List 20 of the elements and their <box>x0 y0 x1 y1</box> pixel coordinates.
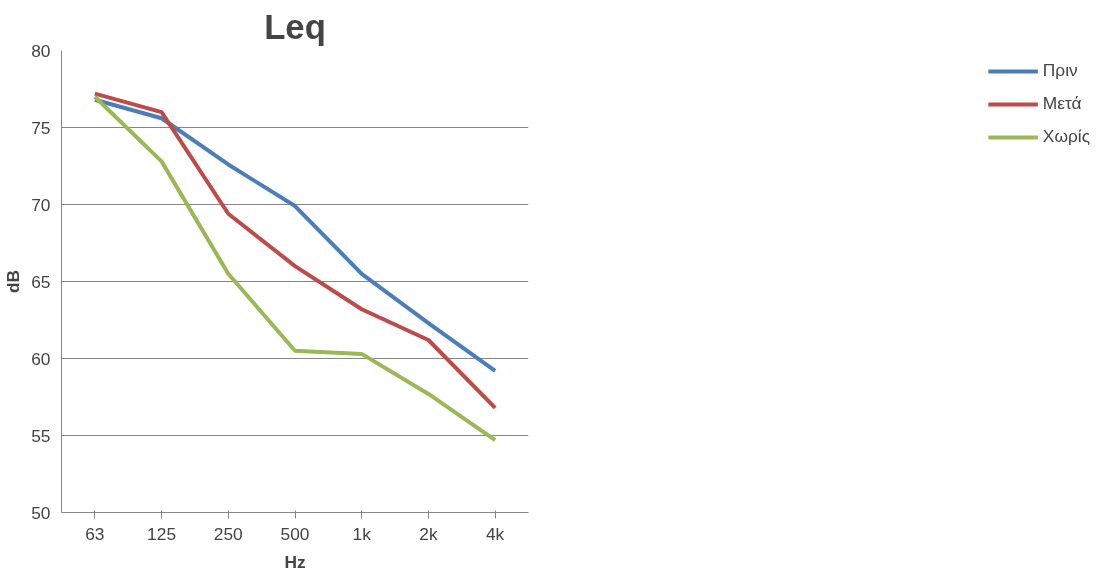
x-tick-label: 250 <box>213 523 243 544</box>
x-tick-label: 63 <box>85 523 105 544</box>
y-tick-label: 65 <box>31 271 51 292</box>
y-tick-label: 75 <box>31 117 51 138</box>
y-tick-label: 60 <box>31 348 51 369</box>
y-tick-label: 80 <box>31 40 51 61</box>
legend-label: Χωρίς <box>1042 126 1090 147</box>
x-axis-title: Hz <box>284 551 306 572</box>
chart-title: Leq <box>264 7 326 46</box>
x-tick-label: 1k <box>352 523 372 544</box>
legend-label: Πριν <box>1042 60 1078 81</box>
x-tick-label: 4k <box>485 523 505 544</box>
x-tick-label: 2k <box>419 523 438 544</box>
legend-label: Μετά <box>1042 93 1082 114</box>
y-axis-title: dB <box>3 269 24 294</box>
y-tick-label: 70 <box>31 194 51 215</box>
y-tick-label: 50 <box>31 502 51 523</box>
x-tick-label: 500 <box>280 523 310 544</box>
x-tick-label: 125 <box>147 523 177 544</box>
y-tick-label: 55 <box>31 425 51 446</box>
